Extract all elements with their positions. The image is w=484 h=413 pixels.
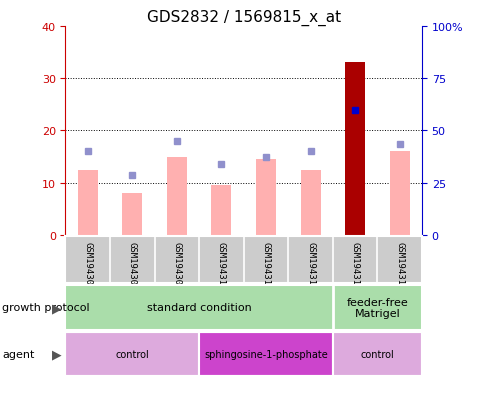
Title: GDS2832 / 1569815_x_at: GDS2832 / 1569815_x_at <box>146 9 340 26</box>
Bar <box>77 170 98 235</box>
Text: GSM194310: GSM194310 <box>216 241 226 290</box>
Text: GSM194314: GSM194314 <box>394 241 403 290</box>
Bar <box>300 170 320 235</box>
Text: standard condition: standard condition <box>147 303 251 313</box>
Text: agent: agent <box>2 349 35 359</box>
Text: sphingosine-1-phosphate: sphingosine-1-phosphate <box>204 349 327 359</box>
Bar <box>345 63 364 235</box>
Text: feeder-free
Matrigel: feeder-free Matrigel <box>346 297 408 318</box>
Bar <box>389 152 409 235</box>
Text: growth protocol: growth protocol <box>2 303 90 313</box>
Text: GSM194307: GSM194307 <box>83 241 92 290</box>
Text: GSM194313: GSM194313 <box>350 241 359 290</box>
Bar <box>166 157 186 235</box>
Bar <box>332 332 421 376</box>
Text: GSM194309: GSM194309 <box>172 241 181 290</box>
Text: GSM194312: GSM194312 <box>305 241 315 290</box>
Text: GSM194308: GSM194308 <box>128 241 136 290</box>
Text: control: control <box>115 349 149 359</box>
Bar <box>199 332 332 376</box>
Bar <box>122 194 142 235</box>
Bar <box>65 332 199 376</box>
Bar <box>211 186 231 235</box>
Text: ▶: ▶ <box>52 301 61 314</box>
Text: control: control <box>360 349 393 359</box>
Bar <box>256 160 275 235</box>
Text: ▶: ▶ <box>52 348 61 361</box>
Text: GSM194311: GSM194311 <box>261 241 270 290</box>
